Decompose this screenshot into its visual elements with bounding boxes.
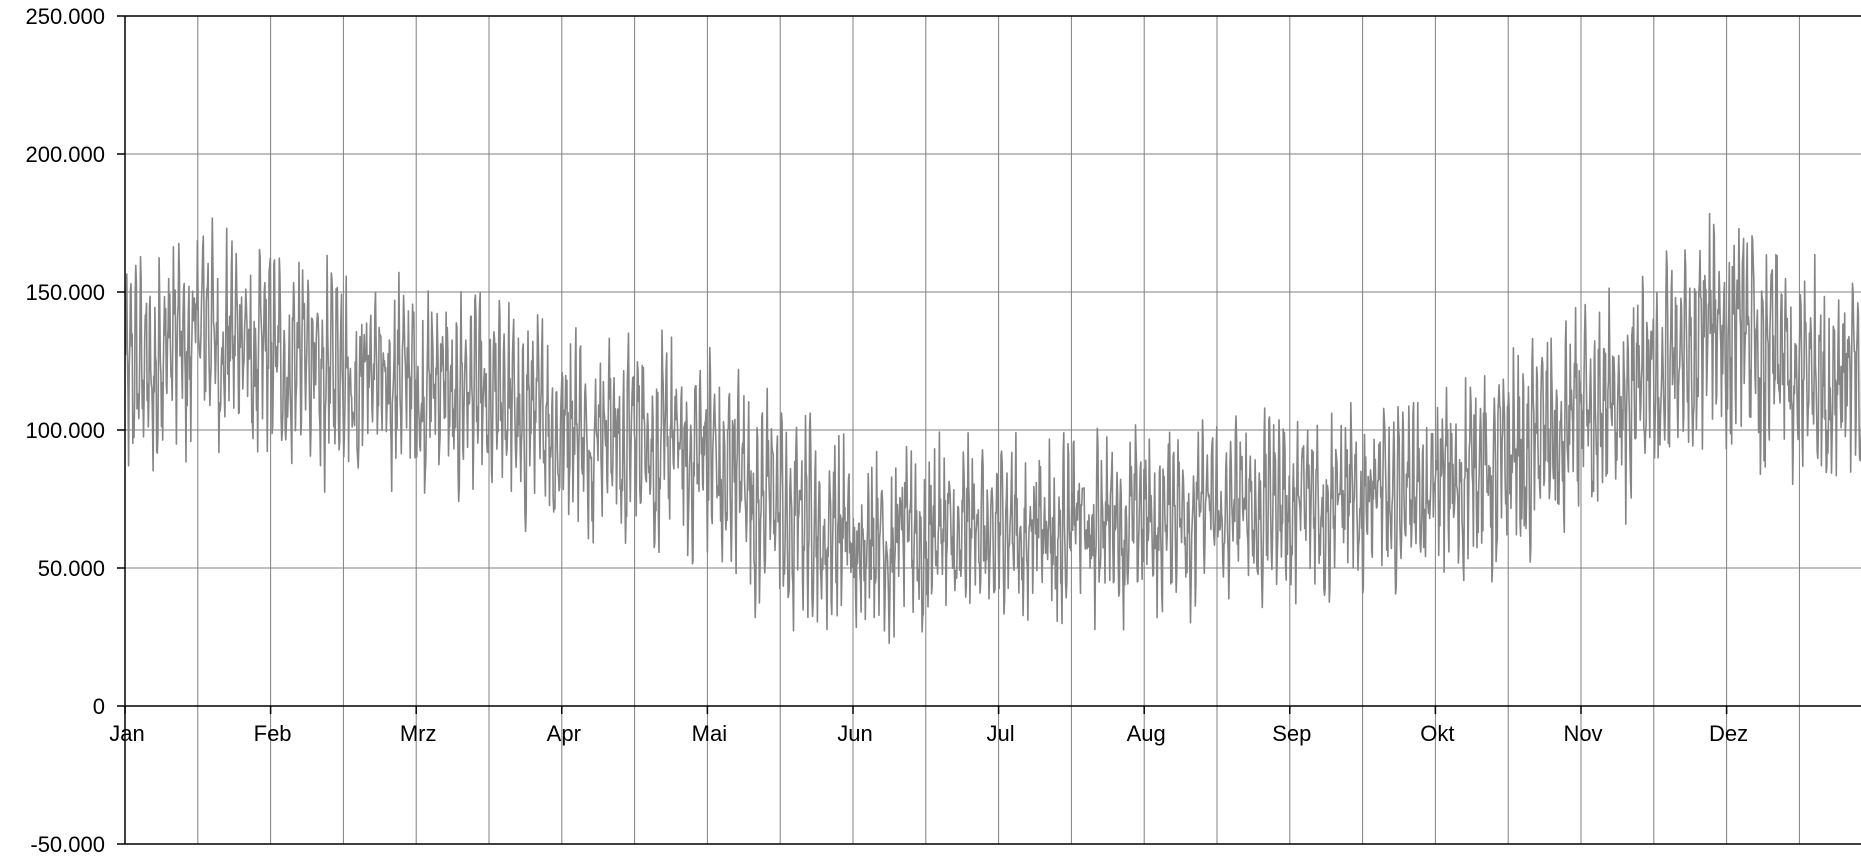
x-tick-label-mai: Mai	[692, 721, 727, 746]
y-tick-label: 0	[93, 694, 105, 719]
y-tick-label: -50.000	[30, 832, 105, 857]
y-tick-labels: 250.000 200.000 150.000 100.000 50.000 0 -50.0…	[25, 4, 105, 857]
y-tick-label: 50.000	[38, 556, 105, 581]
x-tick-label-aug: Aug	[1127, 721, 1166, 746]
x-tick-label-okt: Okt	[1420, 721, 1454, 746]
x-tick-label-sep: Sep	[1272, 721, 1311, 746]
x-tick-label-dez: Dez	[1709, 721, 1748, 746]
x-tick-label-apr: Apr	[547, 721, 581, 746]
x-tick-labels: Jan Feb Mrz Apr Mai Jun Jul Aug Sep Okt Nov Dez	[109, 721, 1748, 746]
x-tick-label-jul: Jul	[987, 721, 1015, 746]
y-tick-label: 100.000	[25, 418, 105, 443]
y-tick-label: 200.000	[25, 142, 105, 167]
series-line	[124, 212, 1861, 645]
axes	[124, 15, 1861, 845]
x-tick-label-jan: Jan	[109, 721, 144, 746]
horizontal-gridlines	[117, 15, 1861, 845]
x-tick-label-mrz: Mrz	[400, 721, 437, 746]
series-line-group	[124, 212, 1861, 645]
x-tick-label-feb: Feb	[254, 721, 292, 746]
y-tick-label: 250.000	[25, 4, 105, 29]
x-tick-label-nov: Nov	[1563, 721, 1602, 746]
x-tick-label-jun: Jun	[837, 721, 872, 746]
y-tick-label: 150.000	[25, 280, 105, 305]
